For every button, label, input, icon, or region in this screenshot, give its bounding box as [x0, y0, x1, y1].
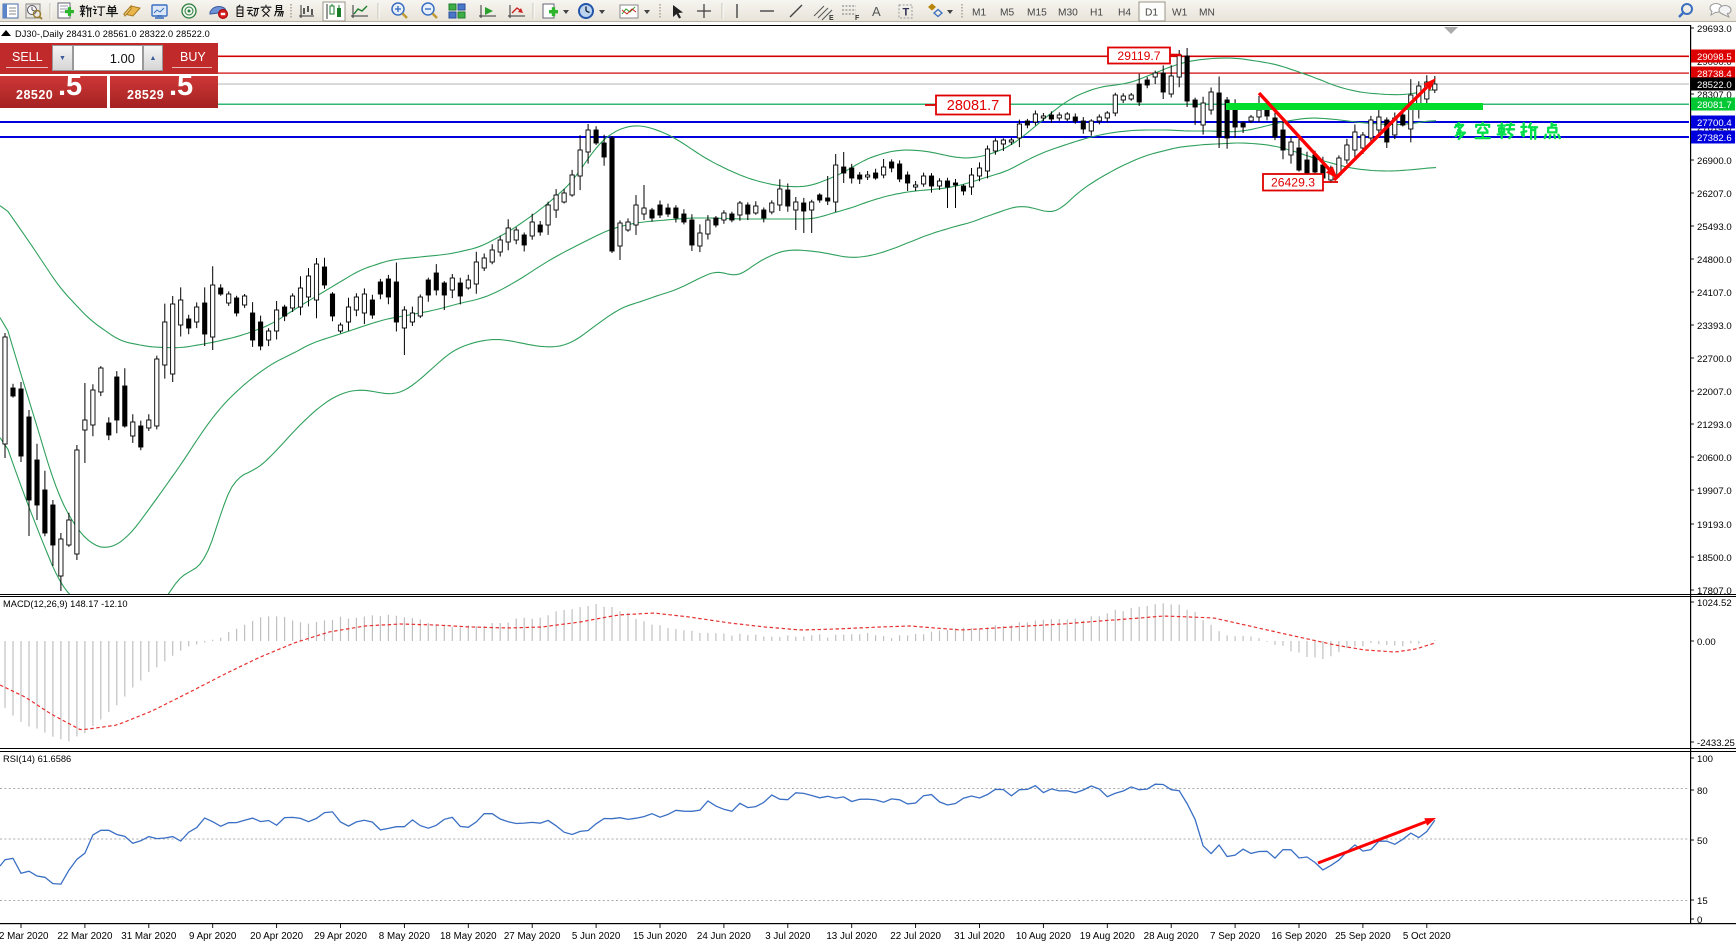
svg-text:M15: M15: [1027, 8, 1047, 19]
svg-text:5 Jun 2020: 5 Jun 2020: [572, 931, 621, 942]
svg-text:28081.7: 28081.7: [1697, 100, 1732, 111]
svg-text:20 Apr 2020: 20 Apr 2020: [250, 931, 303, 942]
svg-text:0: 0: [1697, 915, 1702, 926]
svg-text:MACD(12,26,9) 148.17 -12.10: MACD(12,26,9) 148.17 -12.10: [3, 599, 128, 609]
svg-text:H1: H1: [1090, 8, 1103, 19]
svg-text:26900.0: 26900.0: [1697, 156, 1732, 167]
svg-text:W1: W1: [1172, 8, 1188, 19]
svg-text:25493.0: 25493.0: [1697, 222, 1732, 233]
svg-text:E: E: [829, 15, 834, 22]
svg-text:RSI(14) 61.6586: RSI(14) 61.6586: [3, 754, 71, 764]
svg-text:20600.0: 20600.0: [1697, 453, 1732, 464]
svg-text:12 Mar 2020: 12 Mar 2020: [0, 931, 49, 942]
svg-text:27382.6: 27382.6: [1697, 133, 1732, 144]
svg-text:MN: MN: [1199, 8, 1215, 19]
svg-text:22 Jul 2020: 22 Jul 2020: [890, 931, 941, 942]
svg-text:24 Jun 2020: 24 Jun 2020: [697, 931, 751, 942]
svg-text:18 May 2020: 18 May 2020: [440, 931, 497, 942]
svg-text:15: 15: [1697, 896, 1708, 907]
svg-text:50: 50: [1697, 836, 1708, 847]
svg-text:H4: H4: [1118, 8, 1131, 19]
svg-text:0.00: 0.00: [1697, 637, 1716, 648]
svg-text:16 Sep 2020: 16 Sep 2020: [1271, 931, 1327, 942]
svg-text:21293.0: 21293.0: [1697, 420, 1732, 431]
svg-text:27 May 2020: 27 May 2020: [504, 931, 561, 942]
svg-text:22700.0: 22700.0: [1697, 354, 1732, 365]
svg-text:3 Jul 2020: 3 Jul 2020: [765, 931, 811, 942]
svg-text:28081.7: 28081.7: [947, 98, 999, 114]
svg-text:28 Aug 2020: 28 Aug 2020: [1144, 931, 1200, 942]
svg-text:13 Jul 2020: 13 Jul 2020: [826, 931, 877, 942]
svg-text:D1: D1: [1145, 8, 1158, 19]
svg-text:29 Apr 2020: 29 Apr 2020: [314, 931, 367, 942]
svg-text:5 Oct 2020: 5 Oct 2020: [1403, 931, 1451, 942]
svg-text:-2433.25: -2433.25: [1697, 738, 1735, 749]
svg-text:26207.0: 26207.0: [1697, 189, 1732, 200]
svg-text:M5: M5: [1000, 8, 1014, 19]
svg-text:8 May 2020: 8 May 2020: [379, 931, 431, 942]
svg-text:24107.0: 24107.0: [1697, 288, 1732, 299]
svg-text:19 Aug 2020: 19 Aug 2020: [1080, 931, 1136, 942]
svg-text:A: A: [872, 4, 881, 19]
svg-text:26429.3: 26429.3: [1271, 176, 1315, 190]
svg-text:M1: M1: [972, 8, 986, 19]
svg-text:22007.0: 22007.0: [1697, 387, 1732, 398]
svg-text:100: 100: [1697, 754, 1713, 765]
svg-text:19193.0: 19193.0: [1697, 520, 1732, 531]
svg-text:F: F: [855, 15, 860, 22]
svg-text:18500.0: 18500.0: [1697, 553, 1732, 564]
svg-text:19907.0: 19907.0: [1697, 486, 1732, 497]
svg-text:27700.4: 27700.4: [1697, 118, 1732, 129]
svg-text:10 Aug 2020: 10 Aug 2020: [1016, 931, 1072, 942]
svg-text:25 Sep 2020: 25 Sep 2020: [1335, 931, 1391, 942]
svg-text:7 Sep 2020: 7 Sep 2020: [1210, 931, 1261, 942]
svg-text:28522.0: 28522.0: [1697, 80, 1732, 91]
svg-text:29098.5: 29098.5: [1697, 52, 1732, 63]
svg-text:31 Jul 2020: 31 Jul 2020: [954, 931, 1005, 942]
svg-text:M30: M30: [1058, 8, 1078, 19]
svg-text:1024.52: 1024.52: [1697, 598, 1732, 609]
svg-text:80: 80: [1697, 786, 1708, 797]
svg-text:28738.4: 28738.4: [1697, 69, 1732, 80]
svg-text:29119.7: 29119.7: [1117, 49, 1160, 63]
svg-text:24800.0: 24800.0: [1697, 255, 1732, 266]
svg-text:29693.0: 29693.0: [1697, 24, 1732, 35]
svg-text:15 Jun 2020: 15 Jun 2020: [633, 931, 687, 942]
svg-text:T: T: [903, 7, 910, 19]
svg-text:17807.0: 17807.0: [1697, 586, 1732, 597]
svg-text:9 Apr 2020: 9 Apr 2020: [189, 931, 237, 942]
svg-text:DJ30-,Daily 28431.0 28561.0 2: DJ30-,Daily 28431.0 28561.0 28322.0 2852…: [15, 29, 210, 39]
svg-text:31 Mar 2020: 31 Mar 2020: [121, 931, 177, 942]
svg-text:28307.0: 28307.0: [1697, 90, 1732, 101]
svg-text:23393.0: 23393.0: [1697, 321, 1732, 332]
svg-text:22 Mar 2020: 22 Mar 2020: [57, 931, 113, 942]
